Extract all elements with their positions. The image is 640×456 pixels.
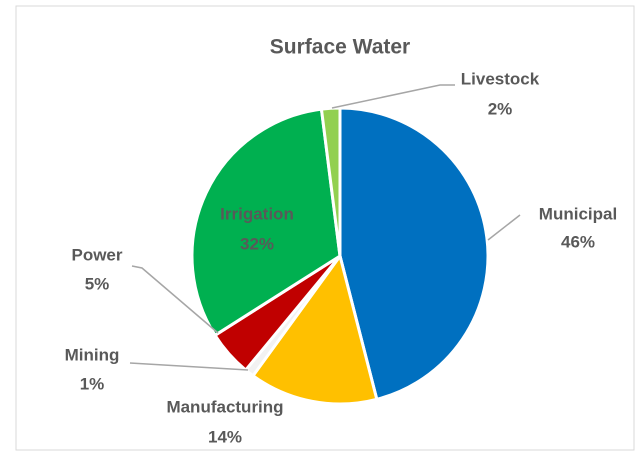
pie-slice xyxy=(319,106,342,257)
data-label-name: Municipal xyxy=(539,204,617,223)
leader-line xyxy=(331,84,455,109)
data-label-value: 14% xyxy=(208,427,242,446)
leader-line xyxy=(487,214,521,241)
data-label-name: Manufacturing xyxy=(166,397,283,416)
pie-slice xyxy=(190,107,342,338)
data-label-value: 32% xyxy=(240,234,274,253)
data-label-name: Irrigation xyxy=(220,204,294,223)
data-label-value: 1% xyxy=(80,374,105,393)
chart-title: Surface Water xyxy=(270,36,410,59)
data-label-name: Power xyxy=(71,245,122,264)
pie-slice xyxy=(338,106,490,402)
pie-slice xyxy=(250,252,379,406)
data-label-name: Livestock xyxy=(461,69,540,88)
leader-line xyxy=(131,265,219,334)
data-label-value: 2% xyxy=(488,99,513,118)
leader-line xyxy=(129,362,249,371)
data-label-name: Mining xyxy=(65,345,120,364)
data-label-value: 46% xyxy=(561,232,595,251)
data-label-value: 5% xyxy=(85,274,110,293)
